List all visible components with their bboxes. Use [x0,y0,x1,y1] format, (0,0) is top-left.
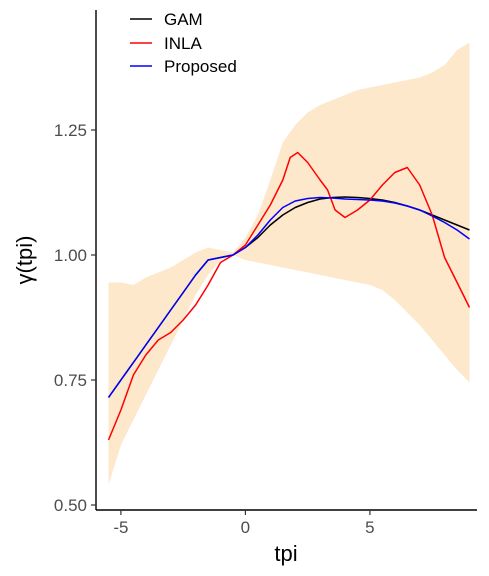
tick-layer: 0.50 0.75 1.00 1.25 -5 0 5 [54,121,375,537]
legend-label-proposed: Proposed [164,57,237,76]
y-tick-label: 1.00 [54,246,87,265]
y-tick-label: 1.25 [54,121,87,140]
series-line-proposed [107,196,470,398]
legend-label-inla: INLA [164,34,202,53]
legend-item-inla: INLA [130,34,202,53]
series-line-inla [107,151,471,441]
y-tick-label: 0.50 [54,496,87,515]
axes-layer [95,10,477,511]
legend-item-proposed: Proposed [130,57,237,76]
x-axis-title: tpi [274,541,297,566]
y-axis-title: γ(tpi) [12,236,37,285]
series-layer [107,151,471,441]
x-tick-label: -5 [113,518,128,537]
confidence-band-layer [108,42,470,485]
legend-item-gam: GAM [130,10,203,29]
legend: GAM INLA Proposed [130,10,237,76]
x-tick-label: 0 [241,518,250,537]
legend-label-gam: GAM [164,10,203,29]
x-tick-label: 5 [365,518,374,537]
confidence-band [108,42,470,485]
y-tick-label: 0.75 [54,371,87,390]
